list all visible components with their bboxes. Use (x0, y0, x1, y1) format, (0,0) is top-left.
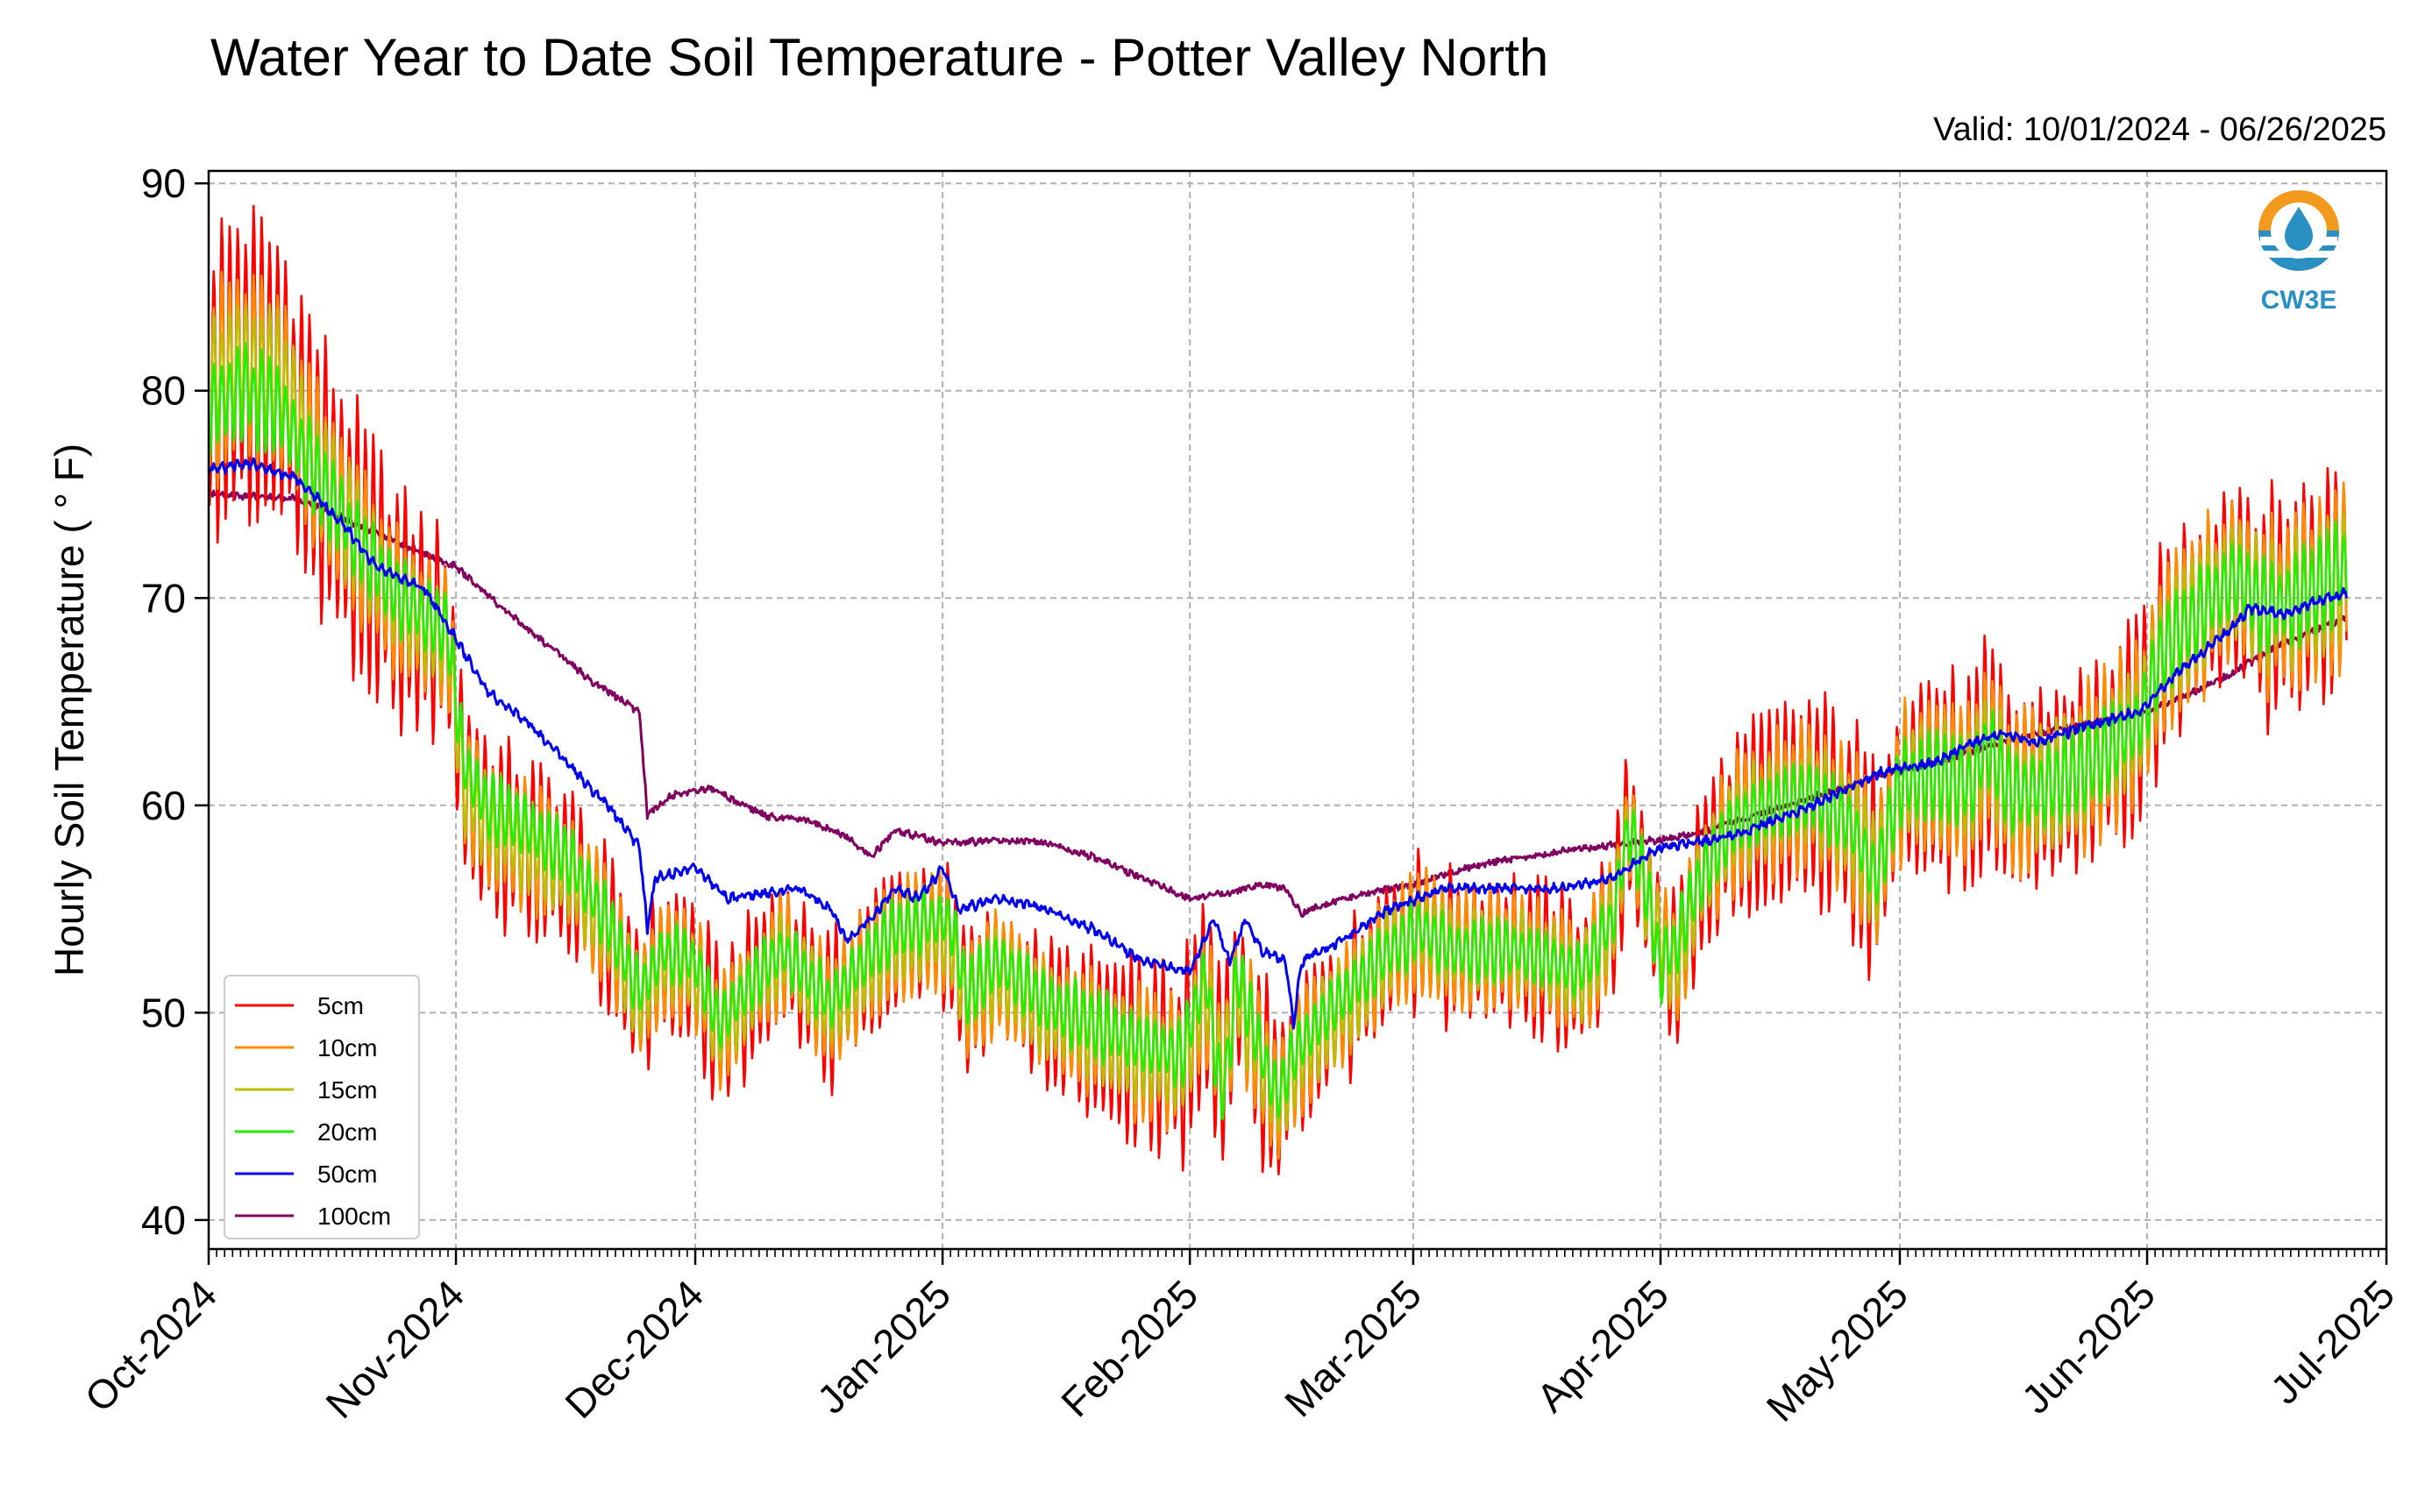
series-5cm (209, 204, 2348, 1175)
x-tick-label-Nov-2024: Nov-2024 (316, 1271, 473, 1427)
grid (208, 171, 2387, 1249)
y-tick-label-60: 60 (141, 783, 186, 828)
chart-subtitle: Valid: 10/01/2024 - 06/26/2025 (1933, 111, 2386, 148)
series-50cm (209, 457, 2348, 1030)
y-axis-label: Hourly Soil Temperature ( ° F) (46, 444, 92, 976)
chart-title: Water Year to Date Soil Temperature - Po… (210, 28, 1548, 87)
x-tick-label-Jul-2025: Jul-2025 (2262, 1271, 2404, 1413)
x-minor-ticks (208, 1249, 2387, 1257)
series-20cm (209, 342, 2348, 1120)
y-tick-label-50: 50 (141, 990, 186, 1035)
x-tick-label-Feb-2025: Feb-2025 (1052, 1271, 1206, 1425)
logo-wave-gap-2 (2260, 251, 2337, 258)
x-tick-label-Jun-2025: Jun-2025 (2013, 1271, 2164, 1422)
x-tick-label-Jan-2025: Jan-2025 (808, 1271, 959, 1422)
x-tick-label-Apr-2025: Apr-2025 (1527, 1271, 1677, 1421)
water-drop-icon (2285, 207, 2313, 251)
legend: 5cm 10cm 15cm 20cm 50cm 100cm (224, 975, 420, 1239)
logo-text: CW3E (2261, 286, 2337, 315)
x-tick-label-Dec-2024: Dec-2024 (556, 1271, 712, 1427)
x-tick-label-Mar-2025: Mar-2025 (1276, 1271, 1430, 1425)
legend-label-5cm: 5cm (317, 992, 364, 1019)
legend-label-20cm: 20cm (317, 1118, 377, 1146)
cw3e-logo: CW3E (2258, 190, 2339, 315)
series-layer (209, 204, 2348, 1175)
x-tick-label-May-2025: May-2025 (1758, 1271, 1917, 1430)
plot-area (207, 169, 2388, 1251)
y-tick-label-70: 70 (141, 575, 186, 621)
x-tick-label-Oct-2024: Oct-2024 (76, 1271, 226, 1421)
y-tick-label-90: 90 (141, 160, 186, 206)
legend-label-10cm: 10cm (317, 1034, 377, 1061)
legend-label-100cm: 100cm (317, 1203, 391, 1230)
series-10cm (209, 270, 2348, 1161)
legend-label-15cm: 15cm (317, 1076, 377, 1104)
y-tick-label-40: 40 (141, 1197, 186, 1243)
legend-label-50cm: 50cm (317, 1161, 377, 1188)
y-tick-label-80: 80 (141, 368, 186, 414)
